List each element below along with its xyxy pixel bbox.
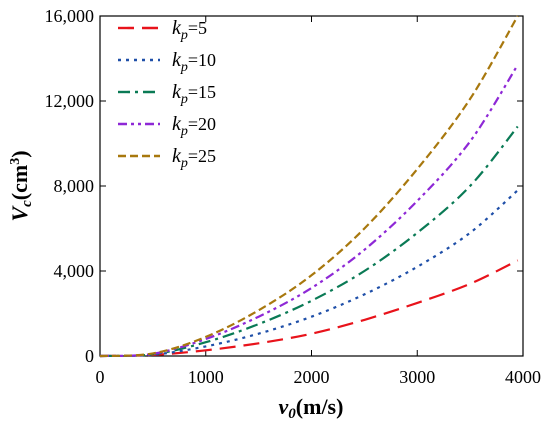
series-line-2 [99,189,519,358]
series-line-4 [99,64,519,358]
series-line-1 [99,259,519,358]
y-axis-label-main: V [7,205,32,222]
y-tick-label: 16,000 [45,6,95,26]
y-axis-label-units: (cm [7,165,32,200]
legend-label-3: kp=15 [172,81,216,107]
plot-frame [99,15,524,357]
x-tick-label: 1000 [188,367,224,387]
x-tick-label: 2000 [294,367,330,387]
series-layer [99,15,519,358]
y-tick-label: 0 [85,346,94,366]
ticks-layer: 0 1000 2000 3000 4000 0 4,000 8,000 12,000 16,000 [45,6,542,387]
y-tick-label: 4,000 [54,261,95,281]
y-axis-label-sub: c [19,200,35,207]
x-tick-label: 0 [96,367,105,387]
y-axis-label: Vc(cm3) [7,150,35,221]
legend: kp=5 kp=10 kp=15 kp=20 kp=25 [118,17,216,171]
x-axis-label-units: (m/s) [296,394,344,419]
legend-label-1: kp=5 [172,17,207,43]
x-axis-label-main: v [279,394,289,419]
x-axis-label: v0(m/s) [279,394,344,421]
legend-label-2: kp=10 [172,49,216,75]
legend-label-4: kp=20 [172,113,216,139]
y-tick-label: 12,000 [45,91,95,111]
x-axis-label-sub: 0 [288,406,296,421]
x-tick-label: 4000 [505,367,541,387]
series-line-5 [99,15,519,358]
series-line-3 [99,125,519,358]
legend-label-5: kp=25 [172,145,216,171]
x-tick-label: 3000 [399,367,435,387]
y-axis-label-sup: 3 [8,158,23,165]
y-axis-label-close: ) [7,150,32,157]
y-tick-label: 8,000 [54,176,95,196]
